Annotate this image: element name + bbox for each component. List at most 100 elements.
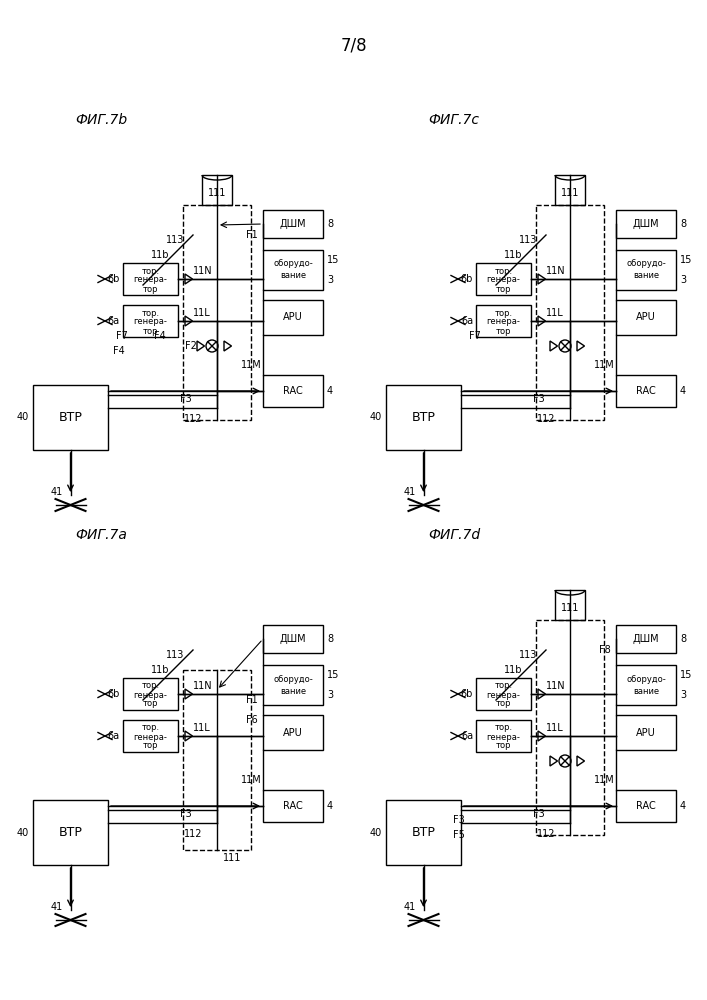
Text: оборудо-: оборудо-: [626, 674, 666, 684]
Text: APU: APU: [636, 728, 656, 738]
Text: 111: 111: [561, 603, 579, 613]
Text: ВТР: ВТР: [59, 411, 83, 424]
Text: 6b: 6b: [107, 689, 120, 699]
Text: генера-: генера-: [486, 732, 520, 742]
Bar: [123, 263, 178, 295]
Text: 3: 3: [327, 275, 333, 285]
Text: 4: 4: [327, 801, 333, 811]
Bar: [536, 620, 604, 835]
Text: 11b: 11b: [151, 250, 169, 260]
Bar: [386, 800, 461, 865]
Text: тор: тор: [143, 284, 158, 294]
Text: 6a: 6a: [108, 316, 120, 326]
Text: 112: 112: [537, 829, 555, 839]
Text: 11N: 11N: [193, 681, 213, 691]
Bar: [476, 263, 531, 295]
Bar: [616, 250, 676, 290]
Text: ВТР: ВТР: [411, 826, 436, 839]
Bar: [616, 210, 676, 238]
Text: 8: 8: [327, 634, 333, 644]
Text: APU: APU: [283, 728, 303, 738]
Text: F7: F7: [116, 331, 128, 341]
Text: APU: APU: [283, 312, 303, 322]
Text: 6b: 6b: [461, 274, 473, 284]
Text: 3: 3: [680, 690, 686, 700]
Text: 11M: 11M: [594, 360, 614, 370]
Bar: [616, 300, 676, 335]
Text: тор: тор: [496, 700, 511, 708]
Text: 111: 111: [561, 188, 579, 198]
Text: F1: F1: [246, 230, 258, 240]
Text: 113: 113: [519, 650, 537, 660]
Bar: [476, 720, 531, 752]
Bar: [616, 375, 676, 407]
Bar: [616, 665, 676, 705]
Text: F3: F3: [180, 809, 192, 819]
Bar: [616, 715, 676, 750]
Bar: [33, 385, 108, 450]
Text: оборудо-: оборудо-: [626, 259, 666, 268]
Text: ВТР: ВТР: [411, 411, 436, 424]
Text: 40: 40: [370, 412, 382, 422]
Text: F3: F3: [453, 815, 464, 825]
Bar: [263, 250, 323, 290]
Text: оборудо-: оборудо-: [273, 259, 313, 268]
Bar: [183, 670, 251, 850]
Text: генера-: генера-: [486, 275, 520, 284]
Bar: [536, 205, 604, 420]
Text: тор: тор: [143, 326, 158, 336]
Text: 111: 111: [208, 188, 226, 198]
Text: вание: вание: [633, 271, 659, 280]
Text: 112: 112: [184, 829, 202, 839]
Text: 4: 4: [680, 386, 686, 396]
Text: F4: F4: [154, 331, 166, 341]
Text: тор.: тор.: [494, 266, 513, 275]
Text: RAC: RAC: [636, 386, 656, 396]
Text: ФИГ.7a: ФИГ.7a: [75, 528, 127, 542]
Text: 11M: 11M: [594, 775, 614, 785]
Text: APU: APU: [636, 312, 656, 322]
Text: 112: 112: [184, 414, 202, 424]
Text: 11b: 11b: [504, 665, 522, 675]
Text: 40: 40: [17, 412, 29, 422]
Text: тор: тор: [143, 742, 158, 750]
Text: F6: F6: [246, 715, 258, 725]
Text: генера-: генера-: [134, 690, 168, 700]
Text: 8: 8: [680, 634, 686, 644]
Text: 4: 4: [680, 801, 686, 811]
Bar: [476, 678, 531, 710]
Text: 111: 111: [223, 853, 241, 863]
Text: тор.: тор.: [494, 724, 513, 732]
Text: 41: 41: [403, 487, 416, 497]
Text: 7/8: 7/8: [340, 36, 367, 54]
Text: F8: F8: [599, 645, 611, 655]
Bar: [263, 790, 323, 822]
Text: тор.: тор.: [141, 266, 160, 275]
Text: вание: вание: [280, 686, 306, 696]
Text: вание: вание: [633, 686, 659, 696]
Text: 15: 15: [680, 255, 692, 265]
Bar: [263, 300, 323, 335]
Text: 11M: 11M: [240, 360, 262, 370]
Bar: [263, 210, 323, 238]
Text: ФИГ.7b: ФИГ.7b: [75, 113, 127, 127]
Bar: [123, 720, 178, 752]
Text: 11L: 11L: [193, 723, 211, 733]
Text: 11M: 11M: [240, 775, 262, 785]
Text: 4: 4: [327, 386, 333, 396]
Text: тор.: тор.: [494, 308, 513, 318]
Text: ДШМ: ДШМ: [633, 219, 660, 229]
Text: 41: 41: [403, 902, 416, 912]
Text: F3: F3: [532, 394, 544, 404]
Text: тор: тор: [496, 742, 511, 750]
Bar: [476, 305, 531, 337]
Text: тор.: тор.: [141, 682, 160, 690]
Text: генера-: генера-: [134, 732, 168, 742]
Bar: [555, 175, 585, 205]
Text: тор.: тор.: [494, 682, 513, 690]
Text: оборудо-: оборудо-: [273, 674, 313, 684]
Text: вание: вание: [280, 271, 306, 280]
Bar: [33, 800, 108, 865]
Bar: [386, 385, 461, 450]
Bar: [123, 305, 178, 337]
